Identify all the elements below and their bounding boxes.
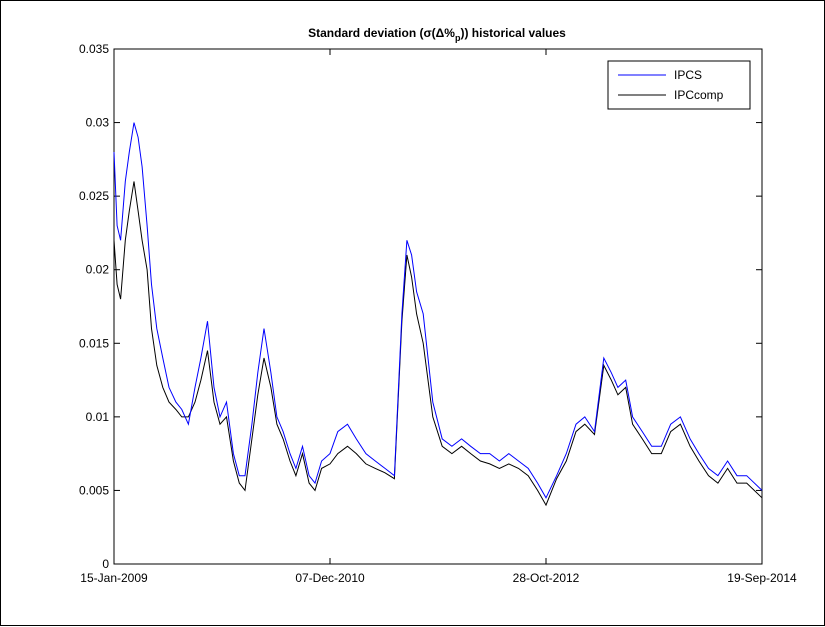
legend-box: [607, 60, 751, 110]
x-tick-label: 15-Jan-2009: [80, 571, 148, 585]
y-tick-label: 0: [102, 557, 109, 571]
series-line-ipcs: [113, 122, 763, 499]
x-tick-label: 07-Dec-2010: [295, 571, 365, 585]
legend-label-ipccomp: IPCcomp: [674, 88, 724, 102]
y-tick-label: 0.03: [86, 116, 110, 130]
series-line-ipccomp: [113, 181, 763, 507]
chart-title: Standard deviation (σ(Δ%p)) historical v…: [308, 26, 566, 43]
chart-title-end: )) historical values: [460, 26, 566, 40]
y-tick-label: 0.015: [79, 336, 109, 350]
y-tick-label: 0.005: [79, 483, 109, 497]
axes-box: [113, 48, 763, 565]
plot-area: 0 0.005 0.01 0.015 0.02 0.025 0.03 0.035 15-Jan-…: [79, 42, 797, 585]
y-tick-label: 0.025: [79, 189, 109, 203]
x-tick-label: 28-Oct-2012: [513, 571, 580, 585]
chart-title-main: Standard deviation (σ(Δ%: [308, 26, 455, 40]
x-tick-label: 19-Sep-2014: [727, 571, 797, 585]
legend-label-ipcs: IPCS: [674, 68, 702, 82]
y-tick-label: 0.02: [86, 263, 110, 277]
y-tick-label: 0.035: [79, 42, 109, 56]
y-tick-label: 0.01: [86, 410, 110, 424]
chart-title-subscript: p: [455, 33, 461, 43]
